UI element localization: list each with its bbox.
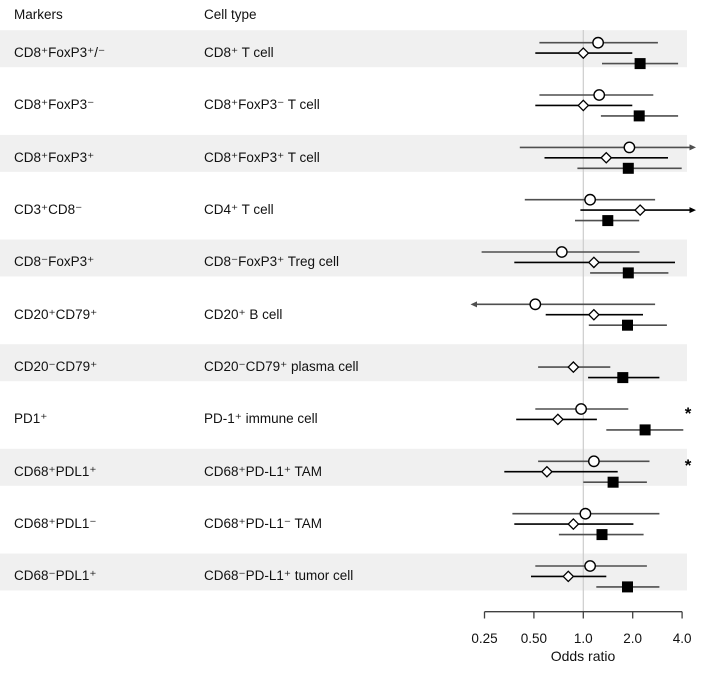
circle-marker xyxy=(584,560,596,572)
diamond-marker xyxy=(540,465,553,478)
row-band xyxy=(0,448,687,486)
row-band xyxy=(0,239,687,277)
marker-label: CD8⁺FoxP3⁺/⁻ xyxy=(14,45,106,61)
diamond-marker xyxy=(562,570,575,583)
square-marker xyxy=(622,267,634,279)
column-header-markers: Markers xyxy=(14,7,63,22)
x-axis-tick-label: 4.0 xyxy=(672,631,692,646)
square-marker xyxy=(622,581,633,593)
circle-marker xyxy=(575,403,587,415)
diamond-marker xyxy=(577,99,590,112)
square-marker xyxy=(633,110,645,122)
cell-type-label: CD68⁺PD-L1⁻ TAM xyxy=(204,516,323,532)
row-band xyxy=(0,30,687,68)
marker-label: PD1⁺ xyxy=(14,411,48,427)
significance-asterisk: * xyxy=(684,456,692,476)
x-axis-tick-label: 0.50 xyxy=(520,631,548,646)
circle-marker xyxy=(584,193,596,206)
cell-type-label: CD4⁺ T cell xyxy=(204,202,274,218)
cell-type-label: CD68⁺PD-L1⁺ TAM xyxy=(204,463,323,479)
square-marker xyxy=(602,215,614,227)
marker-label: CD20⁺CD79⁺ xyxy=(14,306,98,322)
diamond-marker xyxy=(551,413,564,426)
square-marker xyxy=(622,319,633,331)
circle-marker xyxy=(592,36,604,49)
marker-label: CD8⁺FoxP3⁺ xyxy=(14,149,95,165)
circle-marker xyxy=(593,89,606,101)
x-axis-tick-label: 0.25 xyxy=(471,631,498,646)
cell-type-label: CD8⁺FoxP3⁺ T cell xyxy=(204,149,320,165)
row-band xyxy=(0,134,687,172)
column-header-cell-type: Cell type xyxy=(204,7,257,22)
square-marker xyxy=(639,424,651,436)
marker-label: CD68⁺PDL1⁻ xyxy=(14,516,97,532)
x-axis-title: Odds ratio xyxy=(550,648,616,664)
circle-marker xyxy=(623,141,636,154)
circle-marker xyxy=(579,507,592,520)
square-marker xyxy=(622,162,634,174)
marker-label: CD68⁺PDL1⁺ xyxy=(14,463,97,479)
diamond-marker xyxy=(634,204,647,217)
square-marker xyxy=(596,529,608,541)
arrow-right-icon xyxy=(689,207,696,214)
cell-type-label: CD8⁺FoxP3⁻ T cell xyxy=(204,97,320,113)
x-axis-tick-label: 2.0 xyxy=(623,631,643,646)
diamond-marker xyxy=(600,151,613,164)
square-marker xyxy=(634,58,646,70)
diamond-marker xyxy=(587,308,600,321)
cell-type-label: CD8⁺ T cell xyxy=(204,45,274,61)
cell-type-label: CD20⁺ B cell xyxy=(204,306,283,322)
diamond-marker xyxy=(567,518,580,531)
marker-label: CD3⁺CD8⁻ xyxy=(14,202,83,218)
significance-asterisk: * xyxy=(684,404,692,423)
diamond-marker xyxy=(587,256,600,269)
marker-label: CD8⁻FoxP3⁺ xyxy=(14,254,95,270)
marker-label: CD20⁻CD79⁺ xyxy=(14,359,98,375)
cell-type-label: CD68⁻PD-L1⁺ tumor cell xyxy=(204,568,354,584)
marker-label: CD8⁺FoxP3⁻ xyxy=(14,97,95,113)
row-band xyxy=(0,553,687,591)
arrow-left-icon xyxy=(470,301,477,308)
square-marker xyxy=(617,372,629,384)
cell-type-label: CD20⁻CD79⁺ plasma cell xyxy=(204,359,359,375)
diamond-marker xyxy=(567,361,580,374)
square-marker xyxy=(607,476,619,488)
circle-marker xyxy=(588,455,600,468)
marker-label: CD68⁻PDL1⁺ xyxy=(14,568,97,584)
cell-type-label: CD8⁻FoxP3⁺ Treg cell xyxy=(204,254,340,270)
cell-type-label: PD-1⁺ immune cell xyxy=(204,411,318,427)
diamond-marker xyxy=(577,47,590,60)
circle-marker xyxy=(555,246,568,258)
arrow-right-icon xyxy=(689,144,696,151)
circle-marker xyxy=(529,298,542,311)
x-axis-tick-label: 1.0 xyxy=(573,631,593,646)
